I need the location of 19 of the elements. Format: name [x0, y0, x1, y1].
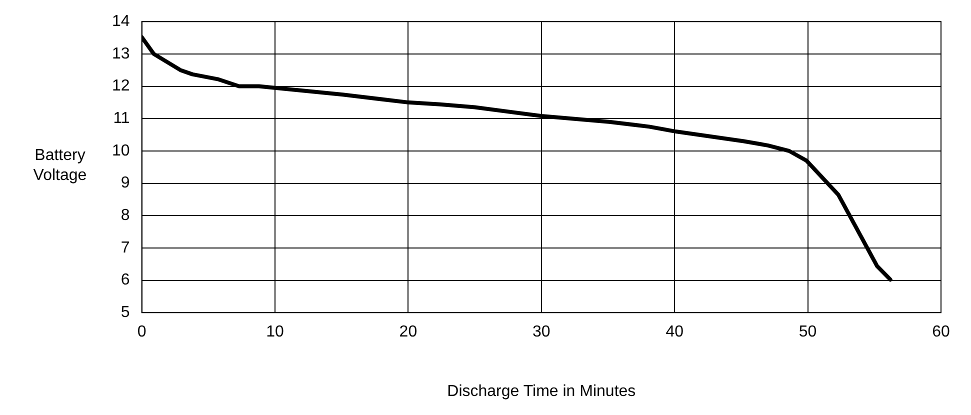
- x-tick-label: 30: [532, 324, 550, 341]
- x-tick-label: 10: [266, 324, 284, 341]
- y-tick-label: 13: [112, 45, 130, 62]
- x-tick-label: 20: [399, 324, 418, 341]
- y-tick-label: 7: [120, 239, 130, 256]
- x-axis-title: Discharge Time in Minutes: [447, 382, 636, 400]
- x-tick-label: 50: [798, 324, 817, 341]
- y-axis-title: Battery Voltage: [32, 146, 88, 186]
- x-tick-label: 60: [932, 324, 950, 341]
- y-tick-label: 14: [112, 13, 130, 30]
- x-tick-label: 0: [137, 324, 146, 341]
- y-tick-label: 10: [112, 142, 130, 160]
- y-tick-label: 9: [120, 174, 130, 192]
- y-tick-label: 12: [112, 78, 130, 95]
- y-tick-label: 11: [113, 110, 130, 128]
- y-tick-label: 8: [120, 207, 130, 224]
- y-tick-label: 5: [120, 304, 130, 322]
- x-tick-label: 40: [666, 324, 684, 341]
- y-tick-label: 6: [120, 272, 130, 289]
